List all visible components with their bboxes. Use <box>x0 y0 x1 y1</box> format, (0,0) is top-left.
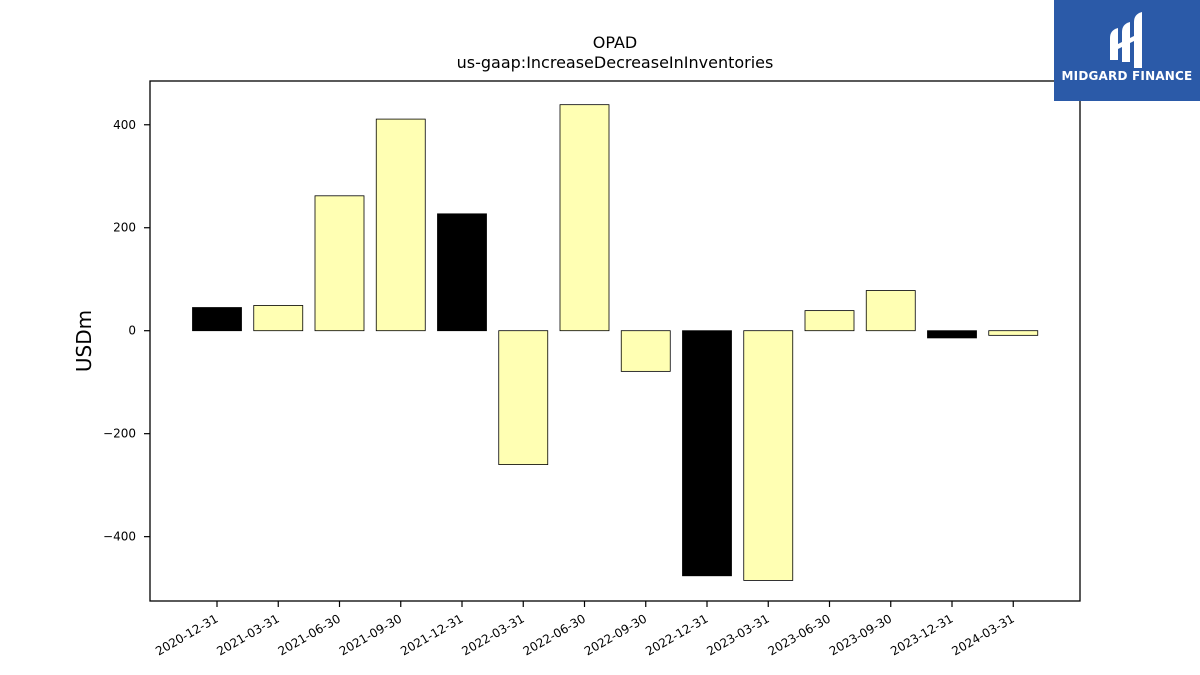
x-axis-ticks: 2020-12-312021-03-312021-06-302021-09-30… <box>153 601 1017 658</box>
y-tick-label: 400 <box>113 118 136 132</box>
y-tick-label: −400 <box>103 530 136 544</box>
x-tick-label: 2021-06-30 <box>276 611 343 658</box>
x-tick-label: 2021-12-31 <box>398 611 465 658</box>
bar-2023-06-30 <box>804 310 855 332</box>
x-tick-label: 2020-12-31 <box>153 611 220 658</box>
bars-group <box>192 104 1039 581</box>
bar-2023-03-31 <box>743 330 794 581</box>
bar-2023-09-30 <box>865 290 916 332</box>
x-tick-label: 2022-12-31 <box>643 611 710 658</box>
x-tick-label: 2022-03-31 <box>459 611 526 658</box>
midgard-logo-icon <box>1110 12 1142 68</box>
y-tick-label: −200 <box>103 427 136 441</box>
y-axis-label: USDm <box>72 310 96 372</box>
bar-2020-12-31 <box>192 307 242 332</box>
x-tick-label: 2021-09-30 <box>337 611 404 658</box>
logo-text: MIDGARD FINANCE <box>1061 69 1193 83</box>
bar-2022-09-30 <box>620 330 671 372</box>
plot-frame <box>149 80 1081 602</box>
x-tick-label: 2023-06-30 <box>766 611 833 658</box>
y-tick-label: 0 <box>128 324 136 338</box>
x-tick-label: 2022-09-30 <box>582 611 649 658</box>
y-axis-ticks: 400 200 0 −200 −400 <box>103 118 150 544</box>
x-tick-label: 2021-03-31 <box>214 611 281 658</box>
bar-2021-03-31 <box>253 305 304 332</box>
bar-2021-06-30 <box>314 195 365 332</box>
x-tick-label: 2022-06-30 <box>521 611 588 658</box>
x-tick-label: 2023-12-31 <box>888 611 955 658</box>
bar-2021-09-30 <box>375 118 426 332</box>
midgard-finance-logo: MIDGARD FINANCE <box>1054 0 1200 101</box>
bar-2022-06-30 <box>559 104 610 332</box>
chart-subtitle: us-gaap:IncreaseDecreaseInInventories <box>457 53 774 72</box>
chart-title: OPAD <box>593 33 637 52</box>
bar-2023-12-31 <box>927 330 977 339</box>
bar-2024-03-31 <box>988 330 1039 336</box>
x-tick-label: 2024-03-31 <box>949 611 1016 658</box>
y-tick-label: 200 <box>113 221 136 235</box>
bar-2022-03-31 <box>498 330 549 465</box>
bar-2022-12-31 <box>682 330 732 577</box>
x-tick-label: 2023-09-30 <box>827 611 894 658</box>
bar-2021-12-31 <box>437 213 487 332</box>
x-tick-label: 2023-03-31 <box>704 611 771 658</box>
